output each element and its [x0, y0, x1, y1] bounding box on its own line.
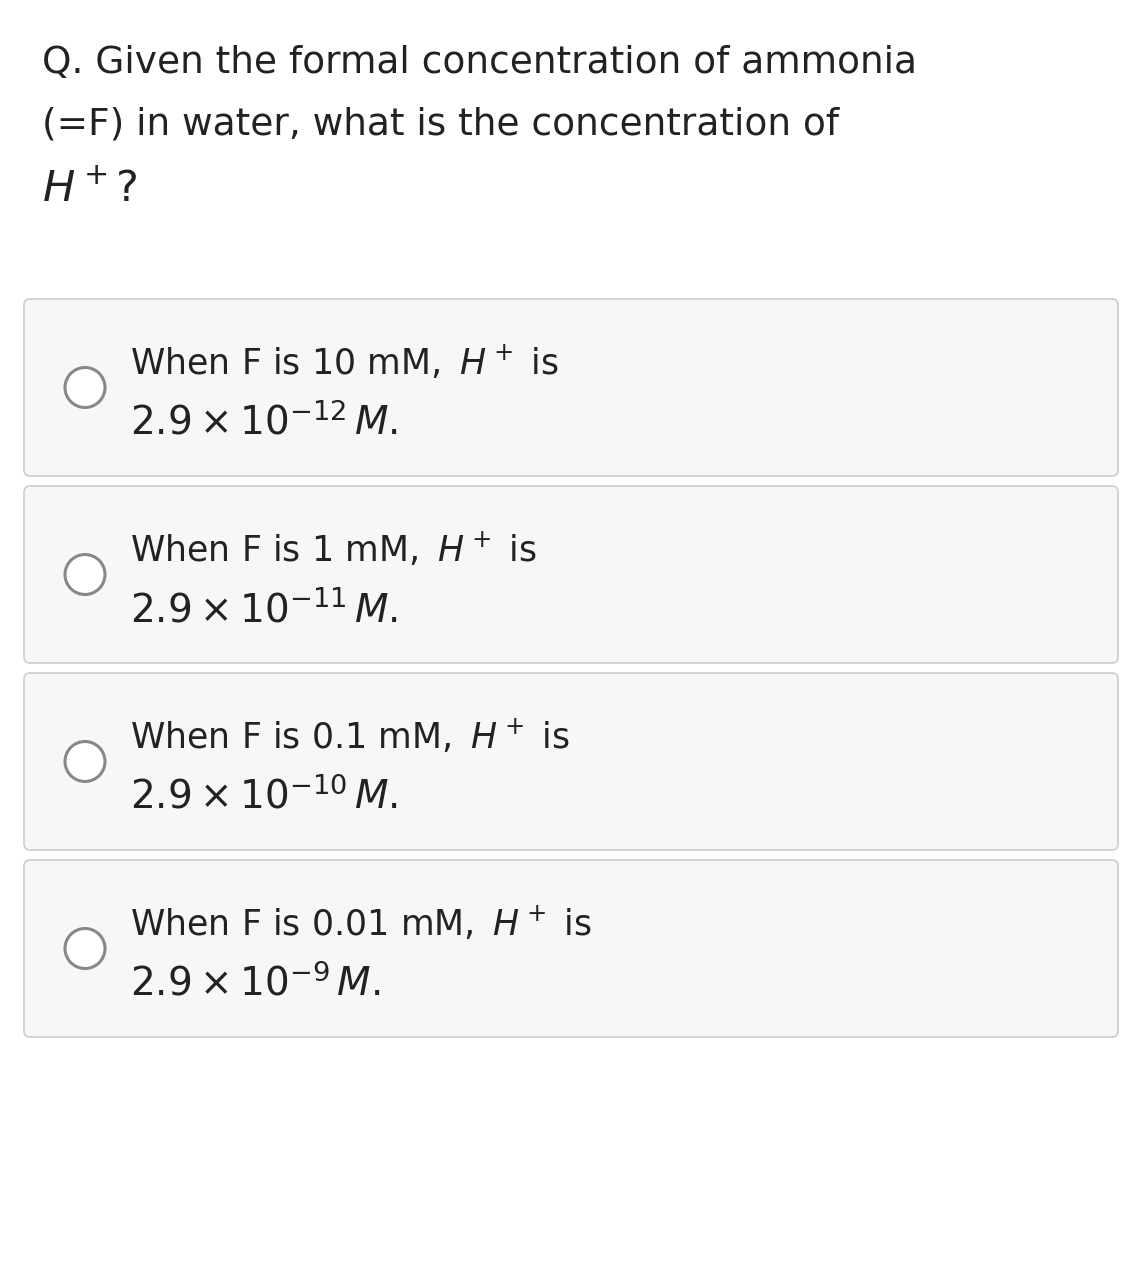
- Text: Q. Given the formal concentration of ammonia: Q. Given the formal concentration of amm…: [42, 45, 917, 81]
- FancyBboxPatch shape: [24, 300, 1118, 476]
- Circle shape: [65, 928, 105, 969]
- Text: $\mathrm{When\ F\ is\ 0.01\ mM,\ }\mathit{H}^+\mathrm{\ is}$: $\mathrm{When\ F\ is\ 0.01\ mM,\ }\mathi…: [130, 904, 592, 942]
- FancyBboxPatch shape: [24, 486, 1118, 663]
- Text: $2.9 \times 10^{-10}\,\mathit{M}.$: $2.9 \times 10^{-10}\,\mathit{M}.$: [130, 777, 397, 817]
- Text: $2.9 \times 10^{-11}\,\mathit{M}.$: $2.9 \times 10^{-11}\,\mathit{M}.$: [130, 590, 397, 628]
- Text: $\mathit{H}^+$?: $\mathit{H}^+$?: [42, 169, 137, 211]
- Text: (=F) in water, what is the concentration of: (=F) in water, what is the concentration…: [42, 108, 839, 143]
- Circle shape: [65, 367, 105, 407]
- FancyBboxPatch shape: [24, 860, 1118, 1037]
- Circle shape: [65, 741, 105, 782]
- Text: $2.9 \times 10^{-9}\,\mathit{M}.$: $2.9 \times 10^{-9}\,\mathit{M}.$: [130, 964, 380, 1004]
- Text: $\mathrm{When\ F\ is\ 0.1\ mM,\ }\mathit{H}^+\mathrm{\ is}$: $\mathrm{When\ F\ is\ 0.1\ mM,\ }\mathit…: [130, 717, 570, 755]
- FancyBboxPatch shape: [24, 673, 1118, 850]
- Text: $2.9 \times 10^{-12}\,\mathit{M}.$: $2.9 \times 10^{-12}\,\mathit{M}.$: [130, 403, 397, 443]
- Circle shape: [65, 554, 105, 594]
- Text: $\mathrm{When\ F\ is\ 1\ mM,\ }\mathit{H}^+\mathrm{\ is}$: $\mathrm{When\ F\ is\ 1\ mM,\ }\mathit{H…: [130, 530, 537, 568]
- Text: $\mathrm{When\ F\ is\ 10\ mM,\ }\mathit{H}^+\mathrm{\ is}$: $\mathrm{When\ F\ is\ 10\ mM,\ }\mathit{…: [130, 343, 558, 381]
